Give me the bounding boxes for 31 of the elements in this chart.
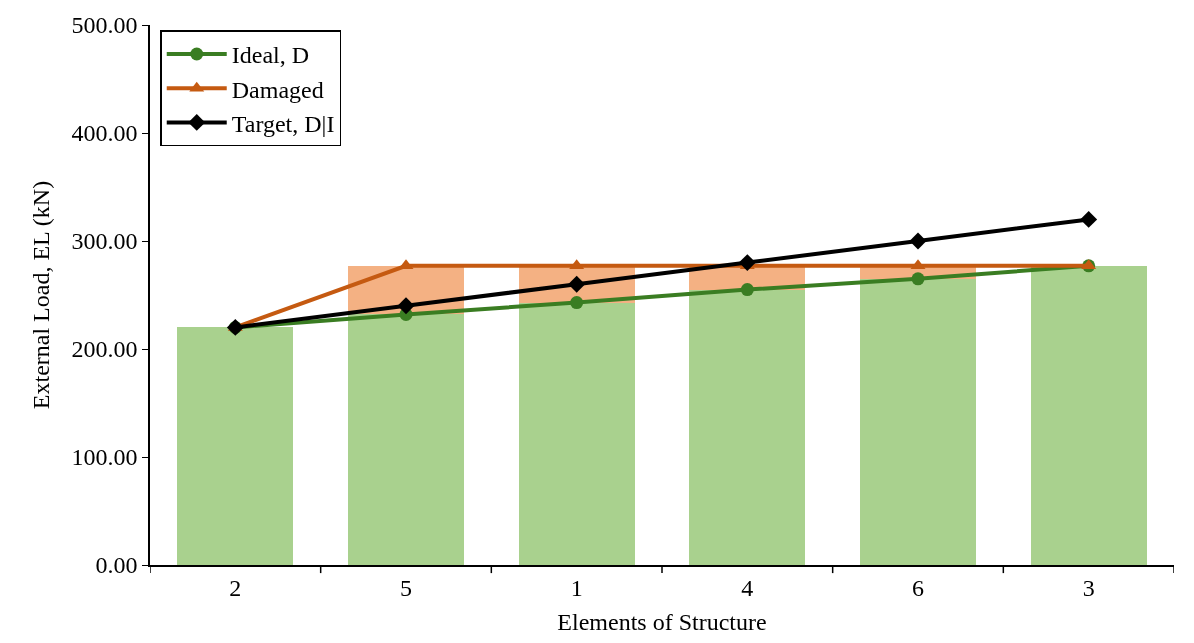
point — [740, 283, 754, 297]
legend-label: Ideal, D — [231, 42, 310, 69]
y-axis-title: External Load, EL (kN) — [28, 180, 55, 410]
x-tick-label: 6 — [912, 574, 924, 601]
bar — [347, 314, 465, 565]
legend-label: Target, D|I — [231, 110, 335, 137]
point — [1080, 210, 1098, 228]
x-tick-label: 2 — [229, 574, 242, 601]
y-tick-label: 0.00 — [95, 552, 138, 579]
point — [397, 297, 415, 315]
bar — [518, 302, 635, 565]
point — [738, 254, 756, 272]
x-tick-label: 4 — [741, 574, 754, 601]
y-tick-label: 300.00 — [71, 228, 138, 255]
bar — [177, 327, 294, 565]
bar — [1030, 265, 1147, 565]
x-axis-title: Elements of Structure — [557, 609, 767, 636]
point — [909, 232, 927, 250]
point — [568, 275, 586, 293]
y-tick-label: 400.00 — [71, 120, 138, 147]
x-tick-label: 1 — [570, 574, 583, 601]
point — [911, 272, 925, 286]
y-tick-label: 200.00 — [71, 336, 138, 363]
x-tick-label: 3 — [1082, 574, 1095, 601]
bar — [859, 278, 977, 565]
point — [570, 296, 584, 310]
y-tick-label: 500.00 — [71, 12, 138, 39]
legend-label: Damaged — [231, 76, 324, 103]
y-tick-label: 100.00 — [71, 444, 138, 471]
x-tick-label: 5 — [400, 574, 412, 601]
bar — [689, 289, 806, 565]
